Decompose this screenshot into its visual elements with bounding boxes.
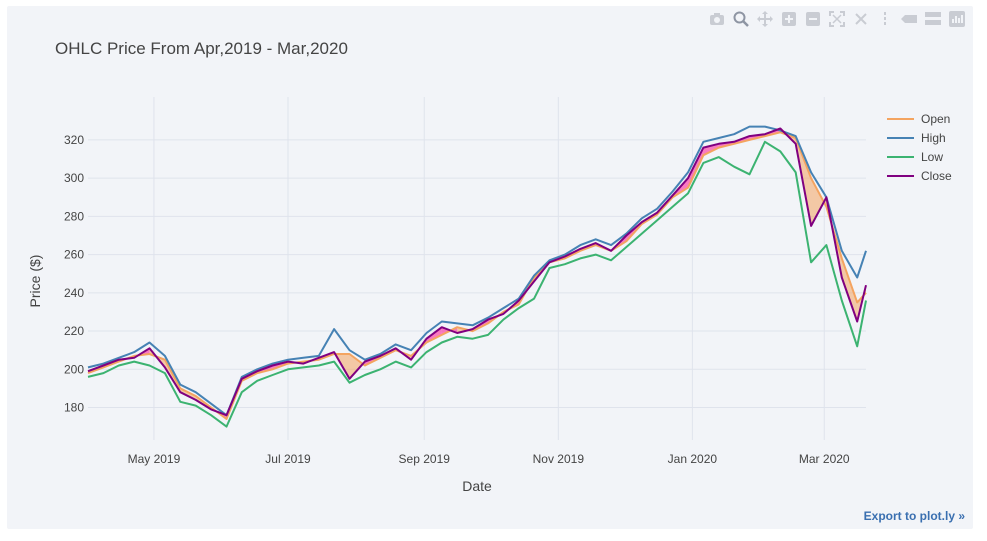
open-close-fill: [88, 128, 866, 419]
series-line-low: [87, 140, 867, 428]
hover-closest-icon[interactable]: [899, 10, 919, 28]
y-tick-label: 320: [64, 133, 84, 147]
x-tick-label: Jan 2020: [668, 452, 718, 466]
legend[interactable]: Open High Low Close: [887, 112, 952, 183]
x-tick-label: Sep 2019: [399, 452, 451, 466]
x-tick-label: Mar 2020: [799, 452, 850, 466]
y-tick-label: 200: [64, 362, 84, 376]
zoom-in-icon[interactable]: [779, 10, 799, 28]
chart-title: OHLC Price From Apr,2019 - Mar,2020: [55, 39, 348, 58]
open-close-band: [811, 178, 827, 226]
x-axis-ticks: May 2019 Jul 2019 Sep 2019 Nov 2019 Jan 2020…: [128, 452, 850, 466]
y-tick-label: 180: [64, 401, 84, 415]
x-tick-label: Nov 2019: [533, 452, 585, 466]
series-line-high: [87, 125, 867, 417]
legend-label-high: High: [921, 131, 946, 145]
legend-label-low: Low: [921, 150, 943, 164]
zoom-out-icon[interactable]: [803, 10, 823, 28]
legend-label-close: Close: [921, 169, 952, 183]
y-tick-label: 220: [64, 324, 84, 338]
y-tick-label: 300: [64, 171, 84, 185]
open-close-band: [841, 258, 858, 322]
open-close-band: [349, 353, 365, 379]
series-lines: [87, 125, 867, 428]
series-line-open: [87, 131, 867, 420]
pan-icon[interactable]: [755, 10, 775, 28]
ohlc-line-chart: OHLC Price From Apr,2019 - Mar,2020 180 2…: [27, 39, 952, 494]
plotly-logo-icon[interactable]: [947, 10, 967, 28]
y-axis-ticks: 180 200 220 240 260 280 300 320: [64, 133, 84, 415]
x-tick-label: May 2019: [128, 452, 181, 466]
y-tick-label: 280: [64, 209, 84, 223]
series-line-close: [87, 127, 867, 417]
x-axis-label: Date: [462, 478, 492, 494]
y-tick-label: 240: [64, 286, 84, 300]
modebar: [707, 10, 967, 28]
legend-label-open: Open: [921, 112, 950, 126]
spike-lines-icon[interactable]: [875, 10, 895, 28]
autoscale-icon[interactable]: [827, 10, 847, 28]
reset-axes-icon[interactable]: [851, 10, 871, 28]
x-tick-label: Jul 2019: [265, 452, 311, 466]
y-axis-label: Price ($): [27, 255, 43, 308]
zoom-icon[interactable]: [731, 10, 751, 28]
hover-compare-icon[interactable]: [923, 10, 943, 28]
gridlines: [88, 97, 866, 440]
export-to-plotly-link[interactable]: Export to plot.ly »: [863, 509, 965, 523]
chart-container: OHLC Price From Apr,2019 - Mar,2020 180 2…: [7, 6, 973, 529]
y-tick-label: 260: [64, 248, 84, 262]
camera-icon[interactable]: [707, 10, 727, 28]
